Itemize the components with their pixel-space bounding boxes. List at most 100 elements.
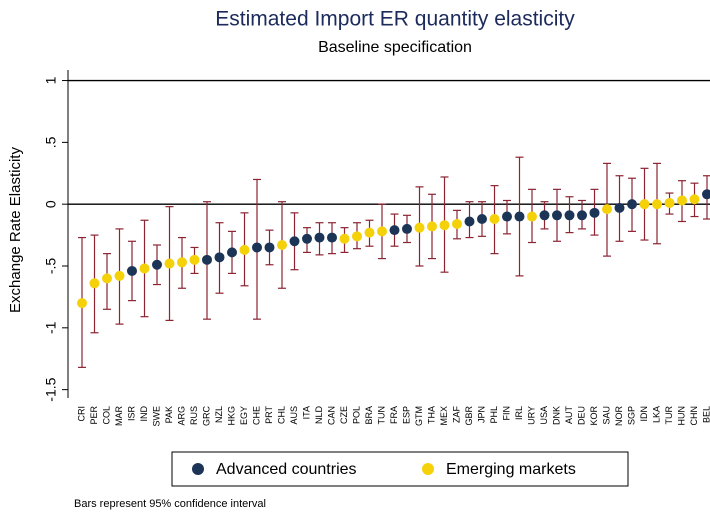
x-tick-label: ZAF [451,405,461,423]
x-tick-label: CZE [339,406,349,424]
data-point [127,265,137,276]
y-tick-label: 1 [43,76,59,84]
data-point [577,210,587,221]
data-point [177,257,187,268]
data-point [389,225,400,236]
data-point [239,244,250,255]
data-point [439,220,450,231]
x-tick-label: THA [426,406,436,424]
data-point [264,242,275,253]
data-point [464,216,475,227]
data-point [77,298,87,309]
data-point [289,236,300,247]
x-tick-label: NZL [214,406,224,423]
x-tick-label: IDN [639,406,649,422]
x-tick-label: FRA [389,406,399,424]
data-point [214,252,225,263]
x-tick-label: HKG [226,406,236,426]
x-tick-label: CRI [76,406,86,422]
x-tick-label: CHE [251,406,261,425]
x-tick-label: BEL [701,406,710,423]
x-tick-label: SWE [151,406,161,427]
x-tick-label: NLD [314,406,324,425]
data-point [314,232,325,243]
data-point [302,233,312,244]
data-point [614,202,625,213]
x-tick-label: SGP [626,406,636,425]
data-point [377,226,387,237]
x-tick-label: TUN [376,406,386,425]
x-tick-label: DNK [551,406,561,425]
data-point [402,223,412,234]
x-tick-label: FIN [501,406,511,421]
footnote: Bars represent 95% confidence interval [74,498,266,510]
y-tick-label: .5 [43,136,59,148]
data-point [689,194,700,205]
x-tick-label: PER [89,406,99,425]
data-point [139,263,150,274]
data-point [339,233,350,244]
y-tick-label: -1.5 [43,377,59,401]
legend-marker [422,463,434,475]
x-tick-label: NOR [614,406,624,427]
x-tick-label: GRC [201,406,211,427]
x-tick-label: MEX [439,406,449,426]
data-point [227,247,237,258]
x-tick-label: ESP [401,406,411,424]
data-point [652,199,662,210]
legend-label: Advanced countries [216,461,357,478]
x-tick-label: IND [139,406,149,422]
data-point [602,204,612,215]
x-tick-label: PRT [264,406,274,424]
data-point [539,210,550,221]
x-tick-label: LKA [651,406,661,423]
data-point [277,239,287,250]
data-point [677,195,687,206]
x-tick-label: SAU [601,406,611,425]
data-point [452,218,462,229]
x-tick-label: ITA [301,406,311,419]
x-tick-label: MAR [114,406,124,427]
data-point [514,211,525,222]
x-tick-label: GBR [464,406,474,426]
data-point [189,254,200,265]
x-tick-label: AUT [564,405,574,424]
chart-title: Estimated Import ER quantity elasticity [215,8,575,31]
data-point [352,231,362,242]
data-point [114,270,125,281]
y-tick-label: -.5 [43,258,59,275]
data-point [477,214,487,225]
y-tick-label: -1 [43,321,59,334]
data-point [552,210,562,221]
data-point [627,199,637,210]
data-point [527,211,537,222]
data-point [252,242,262,253]
x-tick-label: COL [101,406,111,425]
x-tick-label: PHL [489,406,499,424]
x-tick-label: HUN [676,406,686,426]
x-tick-label: DEU [576,406,586,425]
data-point [664,197,675,208]
data-point [202,254,212,265]
x-tick-label: JPN [476,406,486,423]
legend-marker [192,463,204,475]
data-point [502,211,512,222]
x-tick-label: ISR [126,406,136,422]
data-point [564,210,575,221]
data-point [89,278,100,289]
x-tick-label: PAK [164,406,174,423]
x-tick-label: URY [526,406,536,425]
x-tick-label: GTM [414,406,424,426]
x-tick-label: AUS [289,406,299,425]
x-tick-label: RUS [189,406,199,425]
legend-box [171,451,629,487]
x-tick-label: CAN [326,406,336,425]
y-axis-title: Exchange Rate Elasticity [7,147,24,313]
x-tick-label: EGY [239,406,249,425]
x-tick-label: BRA [364,406,374,425]
data-point [364,227,375,238]
x-tick-label: ARG [176,406,186,426]
x-tick-label: CHN [689,406,699,426]
